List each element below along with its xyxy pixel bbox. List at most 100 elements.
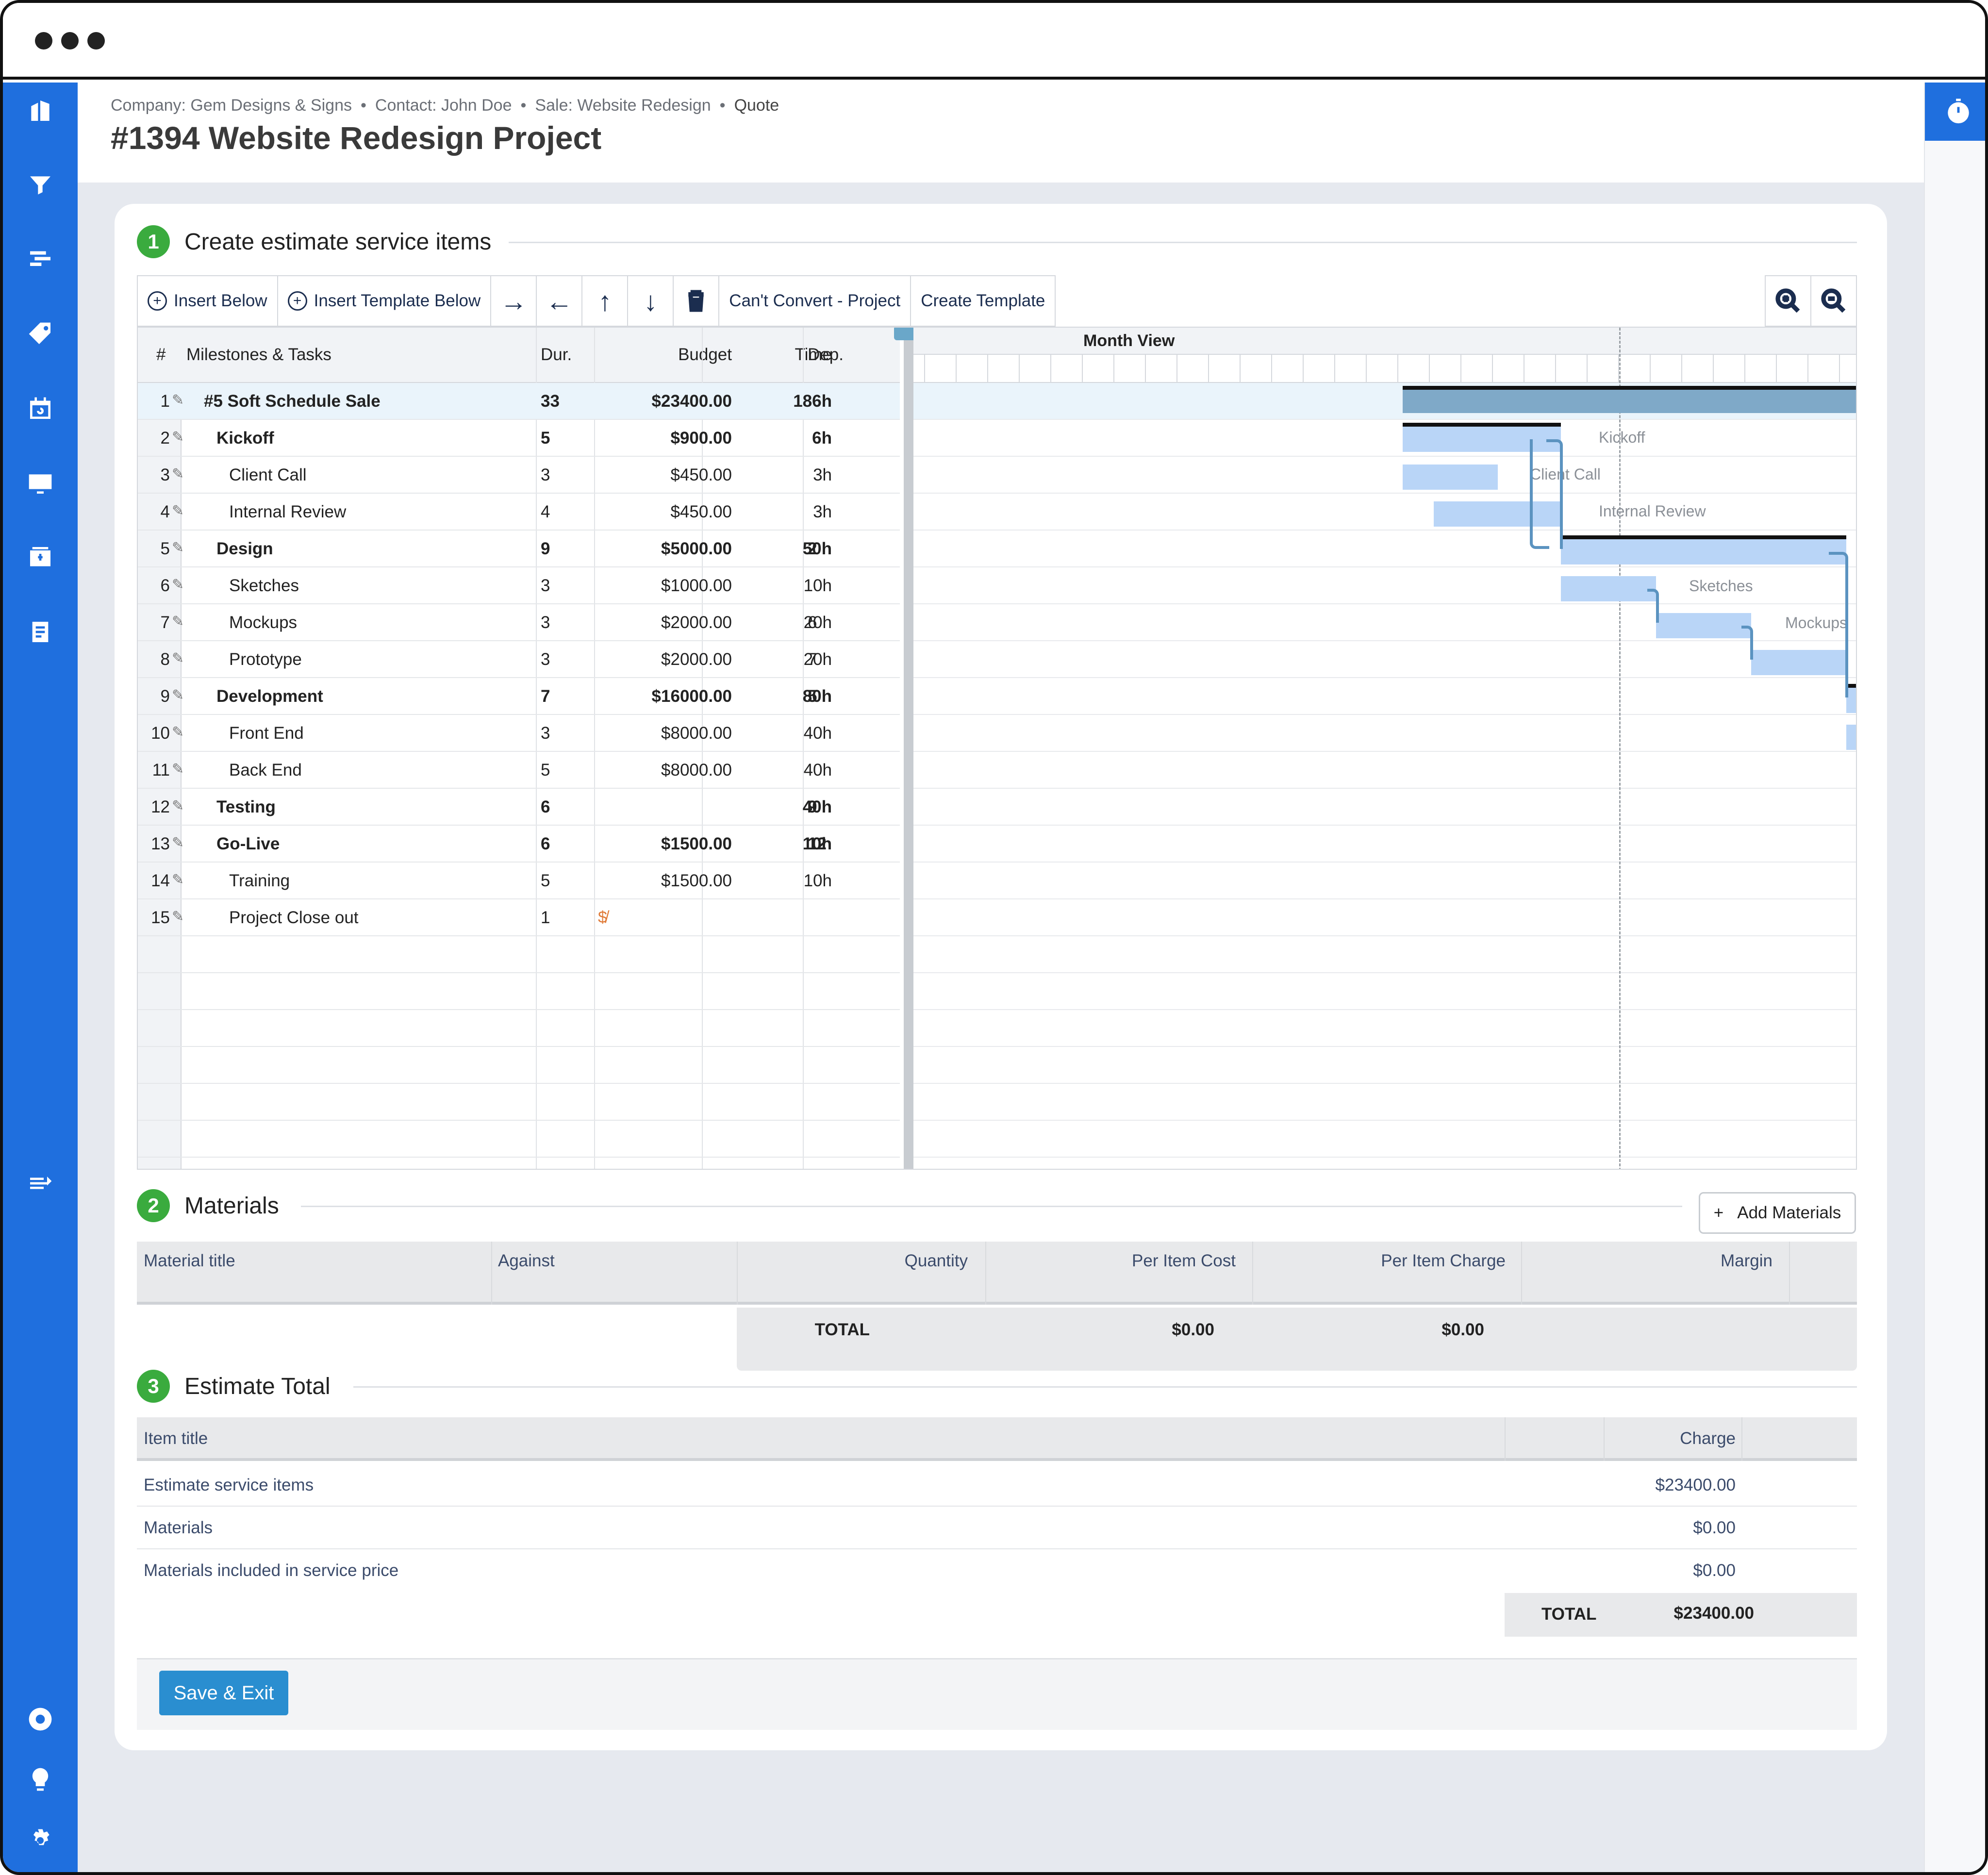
edit-pencil-icon[interactable]: ✎ [172, 466, 184, 482]
task-name[interactable]: Testing [216, 797, 276, 816]
table-row[interactable]: 12 ✎ Testing 6 40h 9 [138, 789, 900, 826]
task-duration[interactable]: 3 [541, 576, 550, 595]
breadcrumb-company[interactable]: Company: Gem Designs & Signs [111, 96, 352, 115]
task-time[interactable]: 40h [802, 797, 832, 816]
task-time[interactable]: 6h [812, 429, 832, 448]
task-duration[interactable]: 3 [541, 613, 550, 632]
lightbulb-icon[interactable] [25, 1764, 56, 1795]
gantt-bar-mockups[interactable] [1656, 613, 1751, 638]
gantt-bar-sketches[interactable] [1561, 576, 1656, 601]
gantt-bar-design[interactable] [1561, 539, 1846, 564]
task-duration[interactable]: 9 [541, 539, 550, 558]
task-name[interactable]: Kickoff [216, 429, 274, 448]
edit-pencil-icon[interactable]: ✎ [172, 687, 184, 703]
table-row[interactable]: 1 ✎ #5 Soft Schedule Sale 33 $23400.00 186h [138, 383, 900, 420]
task-duration[interactable]: 3 [541, 650, 550, 669]
table-row[interactable]: 4 ✎ Internal Review 4 $450.00 3h [138, 494, 900, 531]
task-name[interactable]: Front End [229, 724, 304, 743]
task-time[interactable]: 20h [803, 613, 832, 632]
calendar-sync-icon[interactable] [25, 393, 56, 424]
table-row[interactable]: 8 ✎ Prototype 3 $2000.00 20h 7 [138, 641, 900, 678]
task-budget[interactable]: $450.00 [670, 502, 732, 521]
table-row[interactable]: 14 ✎ Training 5 $1500.00 10h [138, 863, 900, 899]
task-time[interactable]: 40h [803, 724, 832, 743]
task-dependency[interactable]: 5 [808, 687, 817, 706]
task-duration[interactable]: 5 [541, 761, 550, 780]
task-time[interactable]: 186h [793, 392, 832, 411]
breadcrumb-sale[interactable]: Sale: Website Redesign [535, 96, 711, 115]
collapse-sidebar-icon[interactable] [25, 1168, 56, 1199]
task-dependency[interactable]: 6 [808, 613, 817, 632]
task-name[interactable]: Design [216, 539, 273, 558]
task-time[interactable]: 50h [802, 539, 832, 558]
task-name[interactable]: Go-Live [216, 834, 280, 853]
gantt-bar-development[interactable] [1846, 688, 1856, 713]
task-time[interactable]: 80h [802, 687, 832, 706]
edit-pencil-icon[interactable]: ✎ [172, 872, 184, 888]
task-duration[interactable]: 33 [541, 392, 560, 411]
task-time[interactable]: 10h [802, 834, 832, 853]
cant-convert-project-button[interactable]: Can't Convert - Project [718, 275, 911, 327]
task-dependency[interactable]: 12 [808, 834, 827, 853]
edit-pencil-icon[interactable]: ✎ [172, 392, 184, 408]
task-budget[interactable]: $8000.00 [661, 761, 732, 780]
edit-pencil-icon[interactable]: ✎ [172, 761, 184, 777]
gantt-bar-front-end[interactable] [1846, 725, 1856, 750]
task-budget[interactable]: $450.00 [670, 465, 732, 484]
task-name[interactable]: Internal Review [229, 502, 347, 521]
task-time[interactable]: 20h [803, 650, 832, 669]
table-row[interactable]: 5 ✎ Design 9 $5000.00 50h 2 [138, 531, 900, 567]
table-row[interactable]: 7 ✎ Mockups 3 $2000.00 20h 6 [138, 604, 900, 641]
task-time[interactable]: 3h [813, 502, 832, 521]
task-name[interactable]: Sketches [229, 576, 299, 595]
task-duration[interactable]: 4 [541, 502, 550, 521]
task-budget[interactable]: $2000.00 [661, 650, 732, 669]
move-up-button[interactable]: ↑ [581, 275, 629, 327]
task-time[interactable]: 3h [813, 465, 832, 484]
zoom-in-button[interactable] [1765, 275, 1811, 327]
task-name[interactable]: Project Close out [229, 908, 359, 927]
task-budget[interactable]: $1500.00 [661, 871, 732, 890]
gantt-bar-prototype[interactable] [1751, 650, 1846, 675]
settings-gear-icon[interactable] [25, 1825, 56, 1856]
gantt-bar-client-call[interactable] [1403, 465, 1498, 490]
outdent-button[interactable]: ← [536, 275, 583, 327]
task-dependency[interactable]: 7 [808, 650, 817, 669]
task-time[interactable]: 40h [803, 761, 832, 780]
task-budget[interactable]: $900.00 [670, 429, 732, 448]
edit-pencil-icon[interactable]: ✎ [172, 909, 184, 925]
edit-pencil-icon[interactable]: ✎ [172, 835, 184, 851]
timer-button[interactable] [1925, 83, 1985, 141]
monitor-icon[interactable] [25, 468, 56, 499]
edit-pencil-icon[interactable]: ✎ [172, 614, 184, 630]
insert-below-button[interactable]: + Insert Below [137, 275, 278, 327]
add-materials-button[interactable]: + Add Materials [1699, 1192, 1856, 1234]
task-budget[interactable]: $1000.00 [661, 576, 732, 595]
edit-pencil-icon[interactable]: ✎ [172, 503, 184, 519]
create-template-button[interactable]: Create Template [910, 275, 1056, 327]
grid-splitter[interactable] [904, 328, 913, 1169]
col-header-time[interactable]: Time [795, 345, 832, 364]
document-icon[interactable] [25, 616, 56, 647]
task-time[interactable]: 10h [803, 871, 832, 890]
delete-button[interactable] [673, 275, 720, 327]
gantt-bar-project[interactable] [1403, 390, 1856, 413]
task-budget[interactable]: $8000.00 [661, 724, 732, 743]
task-duration[interactable]: 3 [541, 465, 550, 484]
edit-pencil-icon[interactable]: ✎ [172, 577, 184, 593]
edit-pencil-icon[interactable]: ✎ [172, 650, 184, 666]
task-dependency[interactable]: 9 [808, 797, 817, 816]
task-duration[interactable]: 5 [541, 871, 550, 890]
table-row[interactable]: 2 ✎ Kickoff 5 $900.00 6h [138, 420, 900, 457]
building-icon[interactable] [25, 95, 56, 126]
edit-pencil-icon[interactable]: ✎ [172, 429, 184, 445]
table-row[interactable]: 13 ✎ Go-Live 6 $1500.00 10h 12 [138, 826, 900, 863]
support-icon[interactable] [25, 1704, 56, 1735]
insert-template-below-button[interactable]: + Insert Template Below [277, 275, 492, 327]
task-name[interactable]: Training [229, 871, 290, 890]
task-budget[interactable]: $2000.00 [661, 613, 732, 632]
gantt-bar-internal-review[interactable] [1434, 501, 1561, 527]
move-down-button[interactable]: ↓ [627, 275, 674, 327]
funnel-icon[interactable] [25, 170, 56, 201]
task-time[interactable]: 10h [803, 576, 832, 595]
